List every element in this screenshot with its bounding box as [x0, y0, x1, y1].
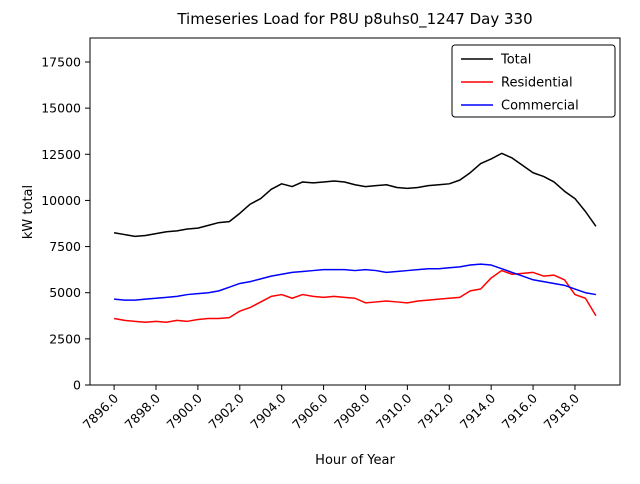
x-tick-label: 7902.0 [205, 390, 247, 432]
y-tick-label: 5000 [49, 285, 81, 300]
axes-frame [89, 37, 621, 386]
y-tick-label: 0 [73, 378, 81, 393]
legend-label-total: Total [500, 53, 531, 68]
series-line-total [113, 152, 597, 238]
legend-label-residential: Residential [501, 76, 573, 91]
x-tick-label: 7908.0 [331, 390, 373, 432]
chart-title: Timeseries Load for P8U p8uhs0_1247 Day … [176, 10, 532, 29]
x-axis-label: Hour of Year [315, 453, 395, 468]
series-line-residential [113, 269, 597, 323]
x-tick-label: 7912.0 [415, 390, 457, 432]
y-tick-label: 17500 [41, 54, 81, 69]
x-tick-label: 7914.0 [457, 390, 499, 432]
x-tick-label: 7906.0 [289, 390, 331, 432]
x-tick-label: 7916.0 [499, 390, 541, 432]
x-tick-label: 7900.0 [163, 390, 205, 432]
x-tick-label: 7904.0 [247, 390, 289, 432]
legend-box [451, 44, 616, 118]
y-tick-label: 12500 [41, 147, 81, 162]
series-line-commercial [114, 263, 597, 301]
y-tick-label: 7500 [49, 239, 81, 254]
x-tick-label: 7910.0 [373, 390, 415, 432]
x-tick-label: 7896.0 [80, 390, 122, 432]
y-tick-label: 2500 [49, 331, 81, 346]
legend-label-commercial: Commercial [501, 99, 579, 114]
y-axis-label: kW total [21, 185, 36, 239]
y-tick-label: 15000 [41, 101, 81, 116]
y-tick-label: 10000 [41, 193, 81, 208]
x-tick-label: 7918.0 [541, 390, 583, 432]
x-tick-label: 7898.0 [122, 390, 164, 432]
